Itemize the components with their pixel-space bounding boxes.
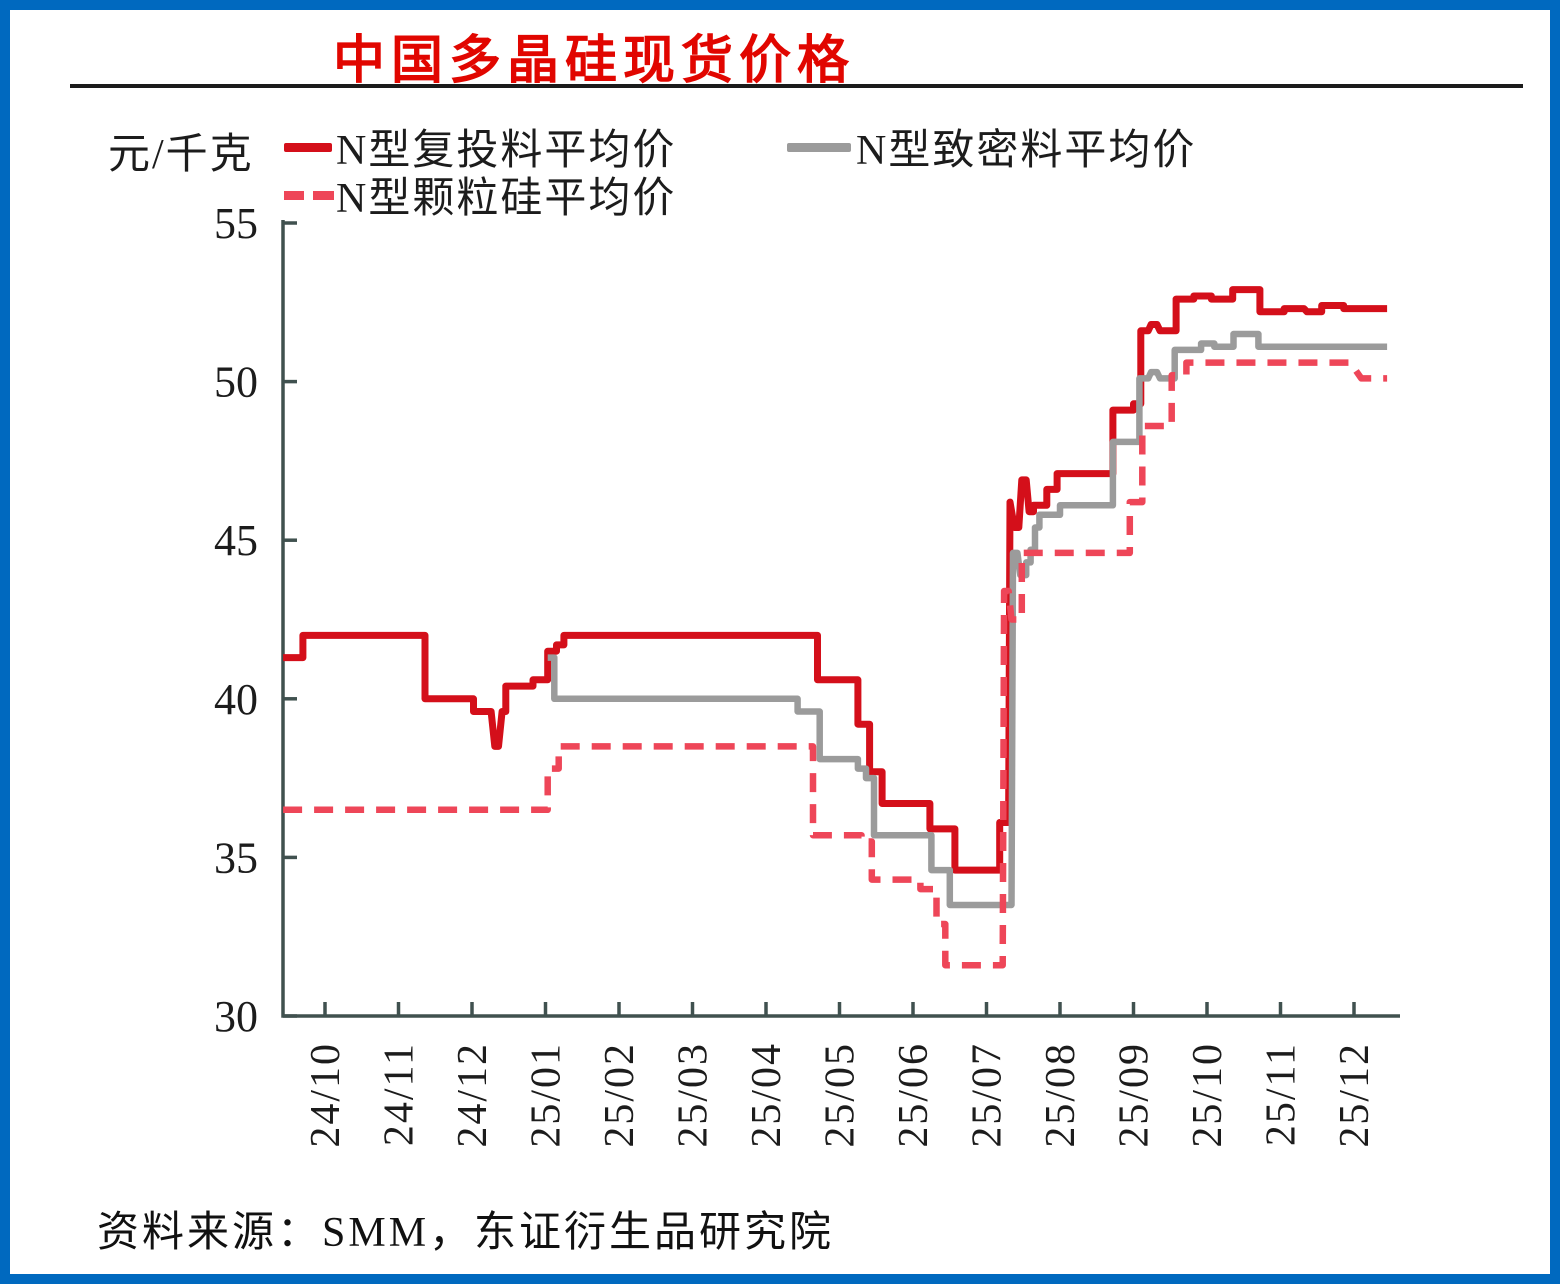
y-axis-unit-label: 元/千克 (108, 132, 254, 178)
x-tick-label: 25/02 (597, 1042, 643, 1148)
series-line-1 (547, 330, 1388, 909)
x-tick-label: 25/05 (818, 1042, 864, 1148)
legend-swatch-recharge-line (284, 143, 332, 152)
legend-swatch-dense-line (787, 143, 851, 152)
series-line-0 (283, 286, 1388, 874)
x-tick-label: 25/03 (671, 1042, 717, 1148)
y-tick-label: 45 (214, 516, 258, 565)
y-tick-label: 30 (214, 992, 258, 1041)
y-tick-label: 35 (214, 833, 258, 882)
x-tick-label: 25/07 (965, 1042, 1011, 1148)
x-tick-label: 25/06 (891, 1042, 937, 1148)
legend-label-granular: N型颗粒硅平均价 (336, 176, 677, 222)
y-tick-label: 50 (214, 358, 258, 407)
x-tick-label: 25/04 (744, 1042, 790, 1148)
x-tick-label: 25/12 (1332, 1042, 1378, 1148)
x-tick-label: 24/10 (303, 1042, 349, 1148)
source-note: 资料来源：SMM，东证衍生品研究院 (97, 1210, 835, 1256)
series-line-2 (283, 359, 1388, 969)
x-tick-label: 25/01 (524, 1042, 570, 1148)
x-tick-label: 25/10 (1185, 1042, 1231, 1148)
legend-label-recharge: N型复投料平均价 (336, 128, 677, 174)
legend-swatch-granular-dashed-line (284, 191, 334, 200)
x-tick-label: 25/09 (1112, 1042, 1158, 1148)
title-underline (70, 84, 1523, 88)
legend-label-dense: N型致密料平均价 (856, 128, 1197, 174)
y-tick-label: 40 (214, 675, 258, 724)
chart-title: 中国多晶硅现货价格 (333, 33, 856, 90)
x-tick-label: 25/11 (1259, 1042, 1305, 1146)
x-tick-label: 25/08 (1038, 1042, 1084, 1148)
y-tick-label: 55 (214, 199, 258, 248)
x-tick-label: 24/11 (377, 1042, 423, 1146)
x-tick-label: 24/12 (450, 1042, 496, 1148)
